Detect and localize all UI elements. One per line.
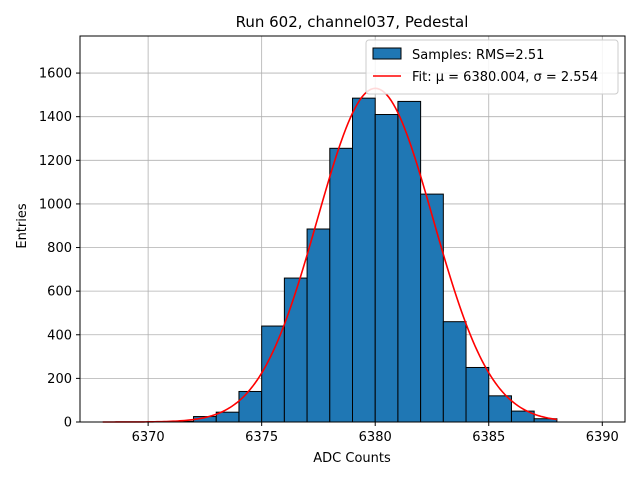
legend: Samples: RMS=2.51 Fit: μ = 6380.004, σ =… (365, 39, 619, 95)
histogram-bar (283, 277, 308, 423)
histogram-bars (170, 97, 558, 423)
y-tick-label: 200 (47, 372, 72, 387)
histogram-bar (374, 114, 399, 423)
y-tick-label: 1400 (39, 110, 72, 125)
y-axis-label: Entries (15, 203, 30, 249)
x-tick-label: 6385 (472, 430, 505, 445)
histogram-bar (306, 228, 331, 423)
y-tick-label: 1200 (39, 154, 72, 169)
x-tick-label: 6380 (359, 430, 392, 445)
legend-box (365, 39, 619, 95)
y-tick-label: 0 (64, 416, 72, 431)
legend-swatch-histogram (372, 47, 402, 60)
x-axis-label: ADC Counts (313, 451, 391, 466)
histogram-bar (329, 147, 353, 423)
gaussian-fit-curve (102, 87, 557, 423)
histogram-bar (238, 390, 263, 423)
plot-frame (79, 35, 626, 423)
histogram-bar (397, 100, 422, 423)
y-tick-label: 600 (47, 285, 72, 300)
x-tick-label: 6390 (586, 430, 619, 445)
axis-ticks: 6370 6375 6380 6385 6390 0 200 400 600 800 1000 120… (39, 67, 619, 445)
legend-label-fit: Fit: μ = 6380.004, σ = 2.554 (412, 70, 598, 85)
histogram-bar (261, 325, 285, 423)
y-tick-label: 1600 (39, 67, 72, 82)
histogram-bar (420, 193, 444, 423)
histogram-bar (352, 97, 376, 423)
legend-label-histogram: Samples: RMS=2.51 (412, 48, 544, 63)
y-tick-label: 800 (47, 241, 72, 256)
histogram-bar (442, 321, 467, 423)
x-tick-label: 6370 (132, 430, 165, 445)
chart-title: Run 602, channel037, Pedestal (236, 13, 469, 31)
x-tick-label: 6375 (245, 430, 278, 445)
histogram-bar (488, 395, 512, 423)
y-tick-label: 1000 (39, 197, 72, 212)
histogram-bar (465, 366, 490, 423)
y-tick-label: 400 (47, 328, 72, 343)
